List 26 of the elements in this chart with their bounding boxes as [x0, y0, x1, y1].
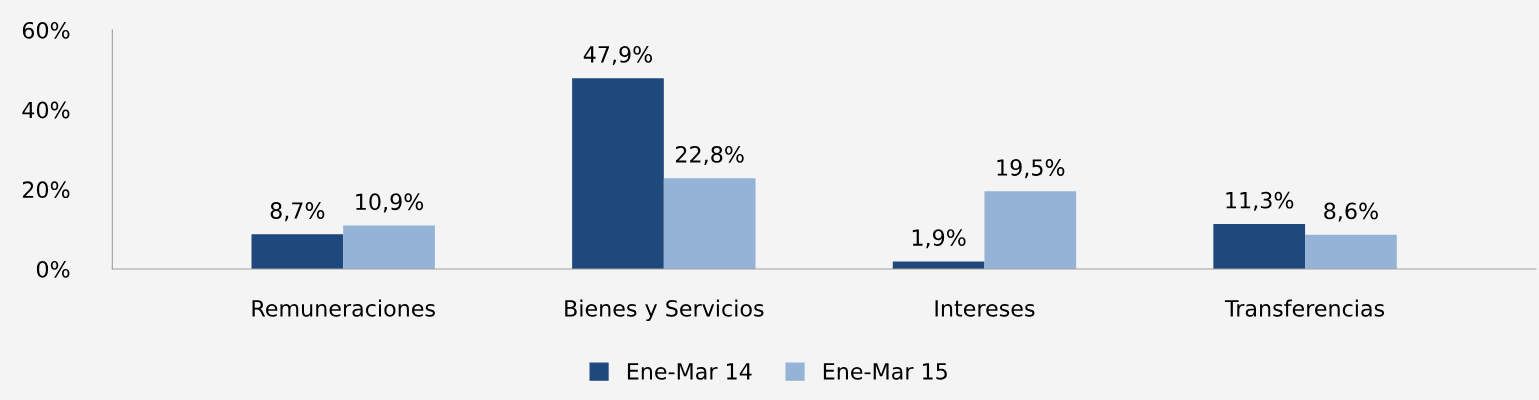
bar [984, 191, 1077, 269]
y-tick-label: 60% [22, 21, 70, 39]
data-label: 8,6% [1324, 202, 1378, 222]
bar [572, 78, 664, 269]
bar [892, 261, 985, 269]
data-label: 47,9% [583, 45, 653, 66]
bar [663, 178, 756, 269]
data-label: 11,3% [1226, 191, 1294, 211]
data-label: 19,5% [997, 159, 1065, 179]
legend-label: Ene-Mar 15 [823, 363, 947, 380]
y-tick-label: 20% [22, 181, 70, 199]
data-label: 1,9% [912, 229, 966, 249]
x-tick-label: Bienes y Servicios [565, 299, 764, 322]
x-tick-label: Transferencias [1224, 299, 1385, 317]
data-label: 22,8% [676, 145, 744, 166]
bar [1213, 223, 1306, 269]
legend-label: Ene-Mar 14 [627, 363, 752, 380]
data-label: 10,9% [356, 193, 424, 213]
x-tick-label: Intereses [935, 300, 1035, 317]
y-tick-label: 40% [22, 101, 70, 119]
x-tick-label: Remuneraciones [252, 299, 435, 317]
bar [1305, 234, 1397, 269]
bar [251, 234, 344, 269]
y-tick-label: 0% [36, 260, 70, 278]
data-label: 8,7% [270, 202, 325, 222]
bar [343, 225, 435, 269]
